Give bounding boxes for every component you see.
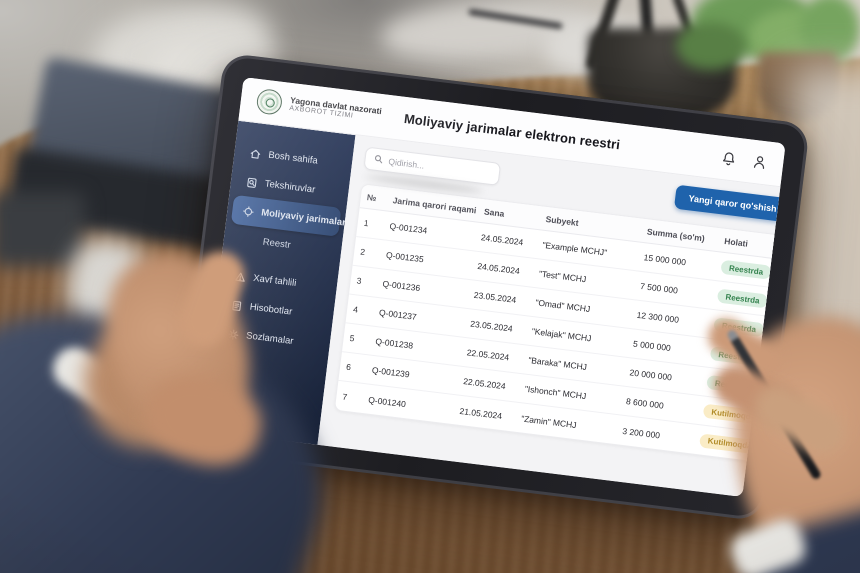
cell-number: 5 xyxy=(349,332,356,344)
cell-number: 2 xyxy=(359,246,366,258)
cell-amount: 8 600 000 xyxy=(625,396,665,411)
cell-decision-number: Q-001236 xyxy=(381,278,421,294)
status-badge: Reestrda xyxy=(720,259,772,280)
laptop-edge xyxy=(0,192,85,267)
cell-number: 6 xyxy=(345,361,352,373)
cell-subject: "Ishonch" MCHJ xyxy=(524,383,587,402)
search-icon xyxy=(373,150,385,169)
cell-subject: "Baraka" MCHJ xyxy=(527,354,588,373)
cell-number: 7 xyxy=(341,391,348,402)
cell-decision-number: Q-001235 xyxy=(385,249,425,265)
cell-date: 23.05.2024 xyxy=(473,289,517,305)
col-status: Holati xyxy=(723,235,749,249)
cell-amount: 20 000 000 xyxy=(629,367,673,383)
plant-leaves xyxy=(676,22,746,70)
app-header: Yagona davlat nazorati AXBOROT TIZIMI Mo… xyxy=(238,77,786,188)
cell-date: 22.05.2024 xyxy=(462,376,507,392)
cell-decision-number: Q-001237 xyxy=(378,307,418,322)
toolbar: Qidirish... Yangi qaror qo'shish xyxy=(363,146,786,223)
search-input[interactable]: Qidirish... xyxy=(363,146,502,194)
cell-subject: "Test" MCHJ xyxy=(538,268,587,285)
cell-subject: "Zamin" MCHJ xyxy=(520,412,578,430)
cell-amount: 3 200 000 xyxy=(621,425,661,440)
cell-status: Reestrda xyxy=(714,259,781,281)
col-number: № xyxy=(366,191,378,203)
cell-subject: "Example MCHJ" xyxy=(541,239,608,258)
cell-date: 22.05.2024 xyxy=(466,347,510,363)
cell-date: 24.05.2024 xyxy=(476,260,521,277)
home-icon xyxy=(249,147,262,160)
background-light xyxy=(792,66,860,346)
cell-amount: 7 500 000 xyxy=(639,280,679,296)
main-content: Qidirish... Yangi qaror qo'shish № Jarim… xyxy=(317,135,786,497)
cell-subject: "Kelajak" MCHJ xyxy=(531,326,592,344)
col-decision-number: Jarima qarori raqami xyxy=(392,194,477,215)
fines-icon xyxy=(242,204,255,217)
cell-number: 3 xyxy=(356,275,363,286)
add-decision-button[interactable]: Yangi qaror qo'shish xyxy=(674,184,786,223)
status-badge: Reestrda xyxy=(716,288,769,309)
cell-number: 1 xyxy=(363,217,370,229)
cell-decision-number: Q-001239 xyxy=(371,364,411,380)
cell-amount: 5 000 000 xyxy=(632,338,672,354)
user-icon[interactable] xyxy=(751,154,768,171)
inspection-icon xyxy=(245,176,258,189)
bell-icon[interactable] xyxy=(721,150,738,167)
cell-date: 23.05.2024 xyxy=(469,318,514,334)
sidebar-item-moliyaviy-jarimalar[interactable]: Moliyaviy jarimalar xyxy=(230,194,346,237)
cell-amount: 15 000 000 xyxy=(643,252,687,268)
cell-date: 24.05.2024 xyxy=(480,232,524,248)
cell-decision-number: Q-001240 xyxy=(367,394,407,409)
cell-date: 21.05.2024 xyxy=(459,405,503,421)
sidebar-item-tekshiruvlar[interactable]: Tekshiruvlar xyxy=(234,166,345,208)
sidebar-item-bosh-sahifa[interactable]: Bosh sahifa xyxy=(238,137,349,179)
cell-decision-number: Q-001238 xyxy=(374,336,414,351)
cell-amount: 12 300 000 xyxy=(636,309,680,325)
col-date: Sana xyxy=(483,205,505,219)
col-amount: Summa (so'm) xyxy=(646,225,706,243)
cell-status: Reestrda xyxy=(711,288,778,310)
cell-subject: "Omad" MCHJ xyxy=(534,297,591,314)
search-placeholder: Qidirish... xyxy=(387,155,425,171)
cell-decision-number: Q-001234 xyxy=(389,220,428,236)
cell-number: 4 xyxy=(352,304,359,315)
